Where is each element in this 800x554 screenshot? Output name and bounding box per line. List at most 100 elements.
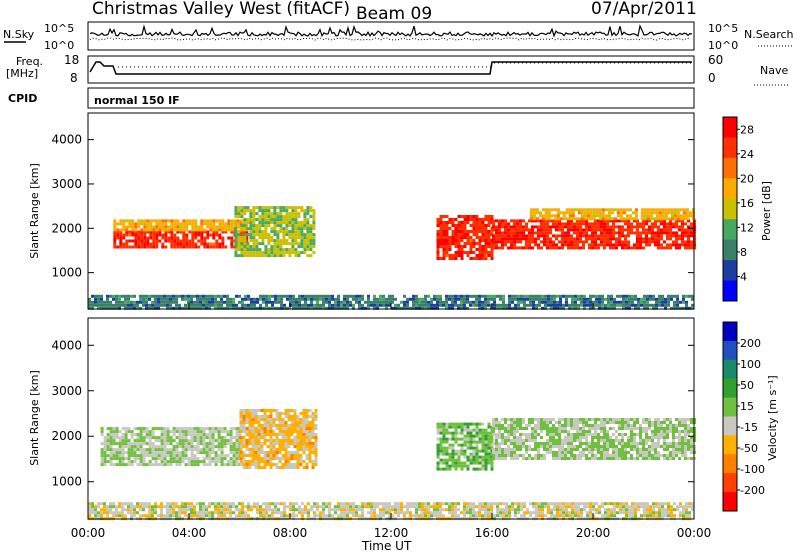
y-tick-label: 4000 [51,133,82,147]
noise-trace [89,24,693,41]
colorbar-swatch [723,397,737,417]
nsky-label: N.Sky [3,28,35,41]
colorbar-tick-label: -50 [740,442,758,455]
colorbar-swatch [723,492,737,512]
nsearch-trace [89,37,691,41]
y-tick-label: 2000 [51,221,82,235]
velocity-colorbar: 200 100 50 15 -15 -50 -100 -200 [722,321,765,512]
colorbar-swatch [723,239,737,261]
beam-label: Beam 09 [356,4,432,24]
colorbar-swatch [723,322,737,342]
colorbar-swatch [723,378,737,399]
freq-panel: Freq. [MHz] 18 8 60 0 Nave [6,53,788,86]
cpid-panel-frame [87,87,695,109]
nave-tick-bottom: 0 [708,71,716,85]
freq-tick-bottom: 8 [70,71,78,85]
colorbar-tick-label: -100 [740,463,765,476]
colorbar-swatch [723,359,737,380]
freq-trace [89,61,692,75]
time-tick-labels: 00:00 04:00 08:00 12:00 16:00 20:00 00:00 [71,526,712,540]
freq-tick-top: 18 [64,53,79,67]
freq-label-1: Freq. [16,55,43,68]
power-heatmap [88,206,696,310]
colorbar-tick-label: 15 [740,400,754,413]
data-region-1 [239,409,318,469]
velocity-colorbar-label: Velocity [m s⁻¹] [766,375,779,460]
data-region-6 [88,294,694,310]
cpid-value: normal 150 IF [94,94,180,107]
colorbar-tick-label: 50 [740,379,754,392]
power-y-axis-label: Slant Range [km] [28,163,41,259]
cpid-panel: CPID normal 150 IF [8,87,695,109]
colorbar-frame [722,321,738,512]
time-tick-label: 00:00 [677,526,712,540]
power-y-ticks: 1000 2000 3000 4000 [51,133,694,280]
y-tick-label: 2000 [51,429,82,443]
colorbar-swatch [723,454,737,474]
noise-tick-bottom-left: 10^0 [44,39,74,52]
colorbar-tick-label: -200 [740,484,765,497]
colorbar-tick-label: 4 [740,270,747,283]
colorbar-swatch [723,178,737,200]
noise-tick-bottom-right: 10^0 [708,39,738,52]
data-region-4 [492,219,696,250]
data-region-2 [234,206,316,258]
time-tick-label: 12:00 [374,526,409,540]
time-tick-label: 00:00 [71,526,106,540]
colorbar-swatch [723,473,737,493]
data-region-0 [113,230,249,249]
data-region-1 [113,219,249,232]
colorbar-swatch [723,219,737,241]
colorbar-swatch [723,260,737,282]
data-region-2 [436,422,494,471]
time-tick-label: 20:00 [576,526,611,540]
colorbar-tick-label: 28 [740,123,754,136]
y-tick-label: 1000 [51,266,82,280]
velocity-heatmap [88,409,696,521]
colorbar-tick-label: 16 [740,197,754,210]
freq-label-2: [MHz] [6,67,38,80]
colorbar-tick-label: 12 [740,221,754,234]
colorbar-tick-label: 100 [740,358,761,371]
power-colorbar: 4 8 12 16 20 24 28 [722,116,754,302]
nsky-trace [89,24,693,38]
nave-label: Nave [760,64,788,77]
date-label: 07/Apr/2011 [591,0,697,19]
nsearch-label: N.Search [744,28,794,41]
data-region-0 [100,427,242,467]
noise-panel: 10^5 10^0 10^5 10^0 N.Sky N.Search [3,21,794,52]
velocity-panel: 1000 2000 3000 4000 Slant Range [km] 200 100… [28,317,779,521]
colorbar-swatch [723,137,737,159]
colorbar-tick-label: 200 [740,337,761,350]
data-region-3 [492,418,696,460]
power-panel: 1000 2000 3000 4000 Slant Range [km] 4 8 12 16… [28,112,773,310]
colorbar-tick-label: 8 [740,246,747,259]
colorbar-frame [722,116,738,302]
y-tick-label: 3000 [51,384,82,398]
time-tick-label: 16:00 [475,526,510,540]
cpid-label: CPID [8,92,37,105]
colorbar-swatch [723,117,737,138]
power-colorbar-label: Power [dB] [760,181,773,241]
nave-tick-top: 60 [708,53,723,67]
y-tick-label: 3000 [51,177,82,191]
data-region-3 [436,215,494,260]
colorbar-swatch [723,340,737,361]
power-x-ticks [87,303,695,309]
time-tick-label: 08:00 [273,526,308,540]
colorbar-tick-label: 20 [740,172,754,185]
freq-panel-frame [87,55,695,84]
colorbar-swatch [723,280,737,302]
colorbar-swatch [723,157,737,179]
noise-tick-top-right: 10^5 [708,22,738,35]
noise-tick-top-left: 10^5 [44,22,74,35]
colorbar-tick-label: 24 [740,148,754,161]
time-tick-label: 04:00 [172,526,207,540]
colorbar-tick-label: -15 [740,421,758,434]
velocity-x-ticks [87,513,695,519]
x-axis-label: Time UT [361,539,412,553]
y-tick-label: 4000 [51,338,82,352]
y-tick-label: 1000 [51,475,82,489]
colorbar-swatch [723,416,737,436]
